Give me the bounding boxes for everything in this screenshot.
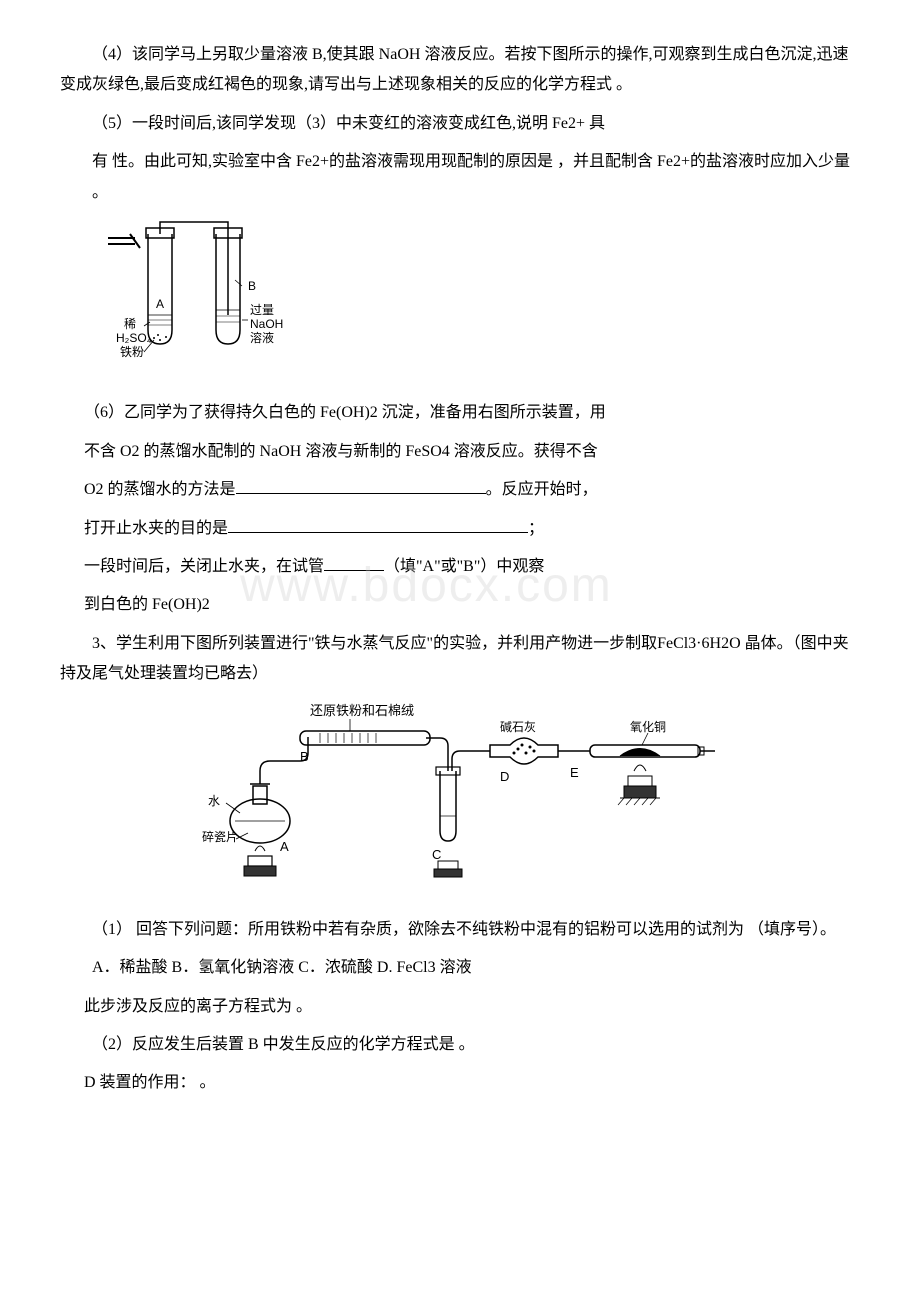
question-6-line1: （6）乙同学为了获得持久白色的 Fe(OH)2 沉淀，准备用右图所示装置，用: [60, 398, 860, 428]
question-5-line2: 有 性。由此可知,实验室中含 Fe2+的盐溶液需现用现配制的原因是 ，并且配制含…: [92, 147, 860, 208]
figure-2-apparatus: 还原铁粉和石棉绒 水 碎瓷片 A B: [60, 701, 860, 902]
q6-line4-prefix: 打开止水夹的目的是: [84, 520, 228, 537]
fig2-lime: 碱石灰: [500, 720, 536, 734]
question-6-line3: O2 的蒸馏水的方法是 。反应开始时，: [60, 475, 860, 505]
blank-clip-purpose: [228, 515, 528, 533]
fig1-label-excess: 过量: [250, 303, 274, 317]
fig2-D: D: [500, 769, 509, 784]
q6-line3-suffix: 。反应开始时，: [486, 481, 598, 498]
fig1-label-A: A: [156, 297, 164, 311]
fig2-E: E: [570, 765, 579, 780]
fig1-label-h2so4: H₂SO₄: [116, 331, 152, 345]
fig2-water: 水: [208, 794, 220, 808]
sub-question-2: （2）反应发生后装置 B 中发生反应的化学方程式是 。: [60, 1030, 860, 1060]
fig1-label-B: B: [248, 279, 256, 293]
q6-line5-suffix: （填"A"或"B"）中观察: [384, 558, 544, 575]
question-5-line1: （5）一段时间后,该同学发现（3）中未变红的溶液变成红色,说明 Fe2+ 具: [60, 109, 860, 139]
figure-1-apparatus: A B 稀 H₂SO₄ 铁粉 过量 NaOH 溶液: [100, 220, 860, 386]
question-6-line5: 一段时间后，关闭止水夹，在试管 （填"A"或"B"）中观察: [60, 552, 860, 582]
fig1-label-iron: 铁粉: [120, 345, 144, 359]
fig1-label-solution: 溶液: [250, 330, 274, 345]
fig2-A: A: [280, 839, 289, 854]
fig2-title: 还原铁粉和石棉绒: [310, 703, 414, 718]
blank-water-method: [236, 477, 486, 495]
fig1-label-dilute: 稀: [124, 317, 136, 331]
fig2-C: C: [432, 847, 441, 862]
question-3-intro: 3、学生利用下图所列装置进行"铁与水蒸气反应"的实验，并利用产物进一步制取FeC…: [60, 629, 860, 690]
device-d-function: D 装置的作用： 。: [60, 1068, 860, 1098]
question-4: （4）该同学马上另取少量溶液 B,使其跟 NaOH 溶液反应。若按下图所示的操作…: [60, 40, 860, 101]
fig2-B: B: [300, 749, 309, 764]
sub-question-1-line1: （1） 回答下列问题：所用铁粉中若有杂质，欲除去不纯铁粉中混有的铝粉可以选用的试…: [60, 915, 860, 945]
sub-question-1-line3: 此步涉及反应的离子方程式为 。: [60, 992, 860, 1022]
fig2-cuo: 氧化铜: [630, 719, 666, 734]
question-6-line4: 打开止水夹的目的是 ；: [60, 514, 860, 544]
q6-line4-suffix: ；: [528, 520, 544, 537]
fig1-label-naoh: NaOH: [250, 317, 283, 331]
blank-tube-choice: [324, 553, 384, 571]
question-6-line6: 到白色的 Fe(OH)2: [60, 590, 860, 620]
q6-line3-prefix: O2 的蒸馏水的方法是: [84, 481, 236, 498]
fig2-chips: 碎瓷片: [202, 829, 238, 844]
sub-question-1-options: A．稀盐酸 B．氢氧化钠溶液 C．浓硫酸 D. FeCl3 溶液: [60, 953, 860, 983]
q6-line5-prefix: 一段时间后，关闭止水夹，在试管: [84, 558, 324, 575]
question-6-line2: 不含 O2 的蒸馏水配制的 NaOH 溶液与新制的 FeSO4 溶液反应。获得不…: [60, 437, 860, 467]
